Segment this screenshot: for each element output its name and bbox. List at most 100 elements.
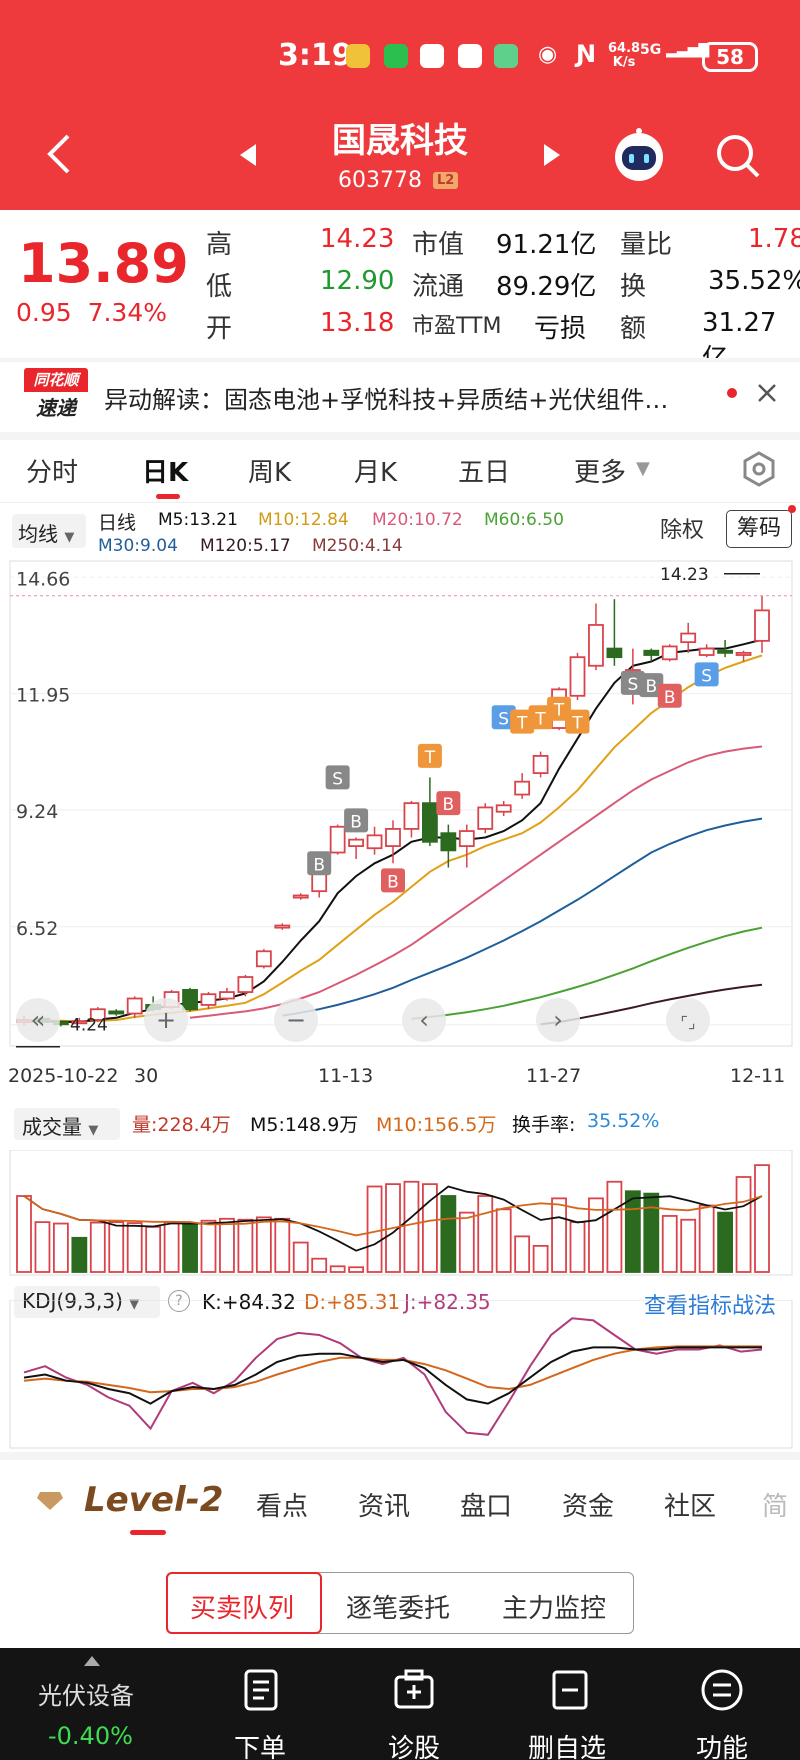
- tab-funds[interactable]: 资金: [562, 1492, 615, 1522]
- candle-body: [754, 609, 770, 642]
- help-icon[interactable]: ?: [168, 1290, 190, 1312]
- volume-bar: [237, 1218, 254, 1273]
- divider: [0, 1452, 800, 1460]
- tab-orderbook[interactable]: 盘口: [460, 1492, 513, 1522]
- back-icon[interactable]: [44, 132, 74, 176]
- nav-remove-watchlist[interactable]: 删自选: [528, 1734, 607, 1760]
- tab-more[interactable]: 更多: [574, 458, 627, 488]
- tab-daily-k[interactable]: 日K: [142, 458, 189, 488]
- segment-buy-sell-queue[interactable]: 买卖队列: [190, 1594, 295, 1624]
- volume-bar: [274, 1217, 291, 1273]
- candle-body: [126, 997, 143, 1015]
- volume-ma-lines: [23, 1185, 763, 1252]
- candle-body: [606, 647, 623, 659]
- kdj-chart[interactable]: [0, 1300, 800, 1450]
- tab-weekly-k[interactable]: 周K: [248, 458, 292, 488]
- ma20-value: M20:10.72: [372, 510, 463, 530]
- nav-diagnose[interactable]: 诊股: [388, 1734, 441, 1760]
- volume-bar: [477, 1195, 494, 1273]
- chevron-down-icon: ▼: [129, 1297, 140, 1312]
- segment-main-monitor[interactable]: 主力监控: [502, 1594, 607, 1624]
- chip-distribution-button[interactable]: 筹码: [726, 510, 792, 548]
- candle-body: [569, 656, 586, 697]
- date-label: 2025-10-22: [8, 1065, 119, 1087]
- ma30-value: M30:9.04: [98, 536, 178, 556]
- net-speed: 64.8 K/s: [608, 42, 640, 70]
- date-label: 11-13: [318, 1065, 374, 1087]
- indicator-strategy-link[interactable]: 查看指标战法: [644, 1294, 777, 1319]
- order-icon: [244, 1669, 278, 1711]
- low-label: 低: [206, 272, 233, 302]
- volume-ma5: M5:148.9万: [250, 1114, 359, 1136]
- y-tick-label: 14.66: [16, 568, 70, 590]
- volume-indicator-selector[interactable]: 成交量 ▼: [14, 1108, 120, 1140]
- nav-order[interactable]: 下单: [234, 1734, 287, 1760]
- tab-highlights[interactable]: 看点: [256, 1492, 309, 1522]
- ex-rights-toggle[interactable]: 除权: [660, 518, 705, 543]
- tab-community[interactable]: 社区: [664, 1492, 717, 1522]
- candle-body: [71, 1020, 88, 1025]
- menu-icon: [701, 1669, 743, 1711]
- signal-marker: [491, 705, 516, 730]
- tab-monthly-k[interactable]: 月K: [354, 458, 398, 488]
- volume-bars: [16, 1164, 770, 1273]
- segment-tick-orders[interactable]: 逐笔委托: [346, 1594, 451, 1624]
- nav-functions[interactable]: 功能: [696, 1734, 749, 1760]
- candle-body: [348, 838, 365, 847]
- candle-body: [89, 1008, 106, 1021]
- stock-name: 国晟科技: [332, 121, 468, 161]
- caret-up-icon: [84, 1656, 100, 1666]
- header-bar: [0, 0, 800, 210]
- volume-bar: [292, 1241, 309, 1273]
- y-tick-label: 9.24: [16, 801, 58, 823]
- prev-stock-icon[interactable]: [238, 142, 258, 168]
- candle-body: [366, 834, 383, 850]
- diagnose-icon: [394, 1669, 434, 1709]
- y-axis-labels: 14.66 11.95 9.24 6.52 4.24 14.23: [10, 565, 792, 1048]
- chart-control-icon: ›: [553, 1006, 563, 1034]
- next-stock-icon[interactable]: [542, 142, 562, 168]
- signal-marker: [381, 868, 405, 893]
- sector-change: -0.40%: [48, 1722, 133, 1750]
- settings-hex-icon[interactable]: [740, 450, 778, 488]
- news-text[interactable]: 异动解读：固态电池+孚悦科技+异质结+光伏组件…: [104, 386, 669, 414]
- signal-label: B: [350, 812, 362, 832]
- candle-body: [698, 647, 715, 656]
- tab-news[interactable]: 资讯: [358, 1492, 411, 1522]
- candle-body: [532, 755, 549, 774]
- signal-label: S: [627, 675, 638, 695]
- open-label: 开: [206, 314, 233, 344]
- kdj-selector[interactable]: KDJ(9,3,3) ▼: [14, 1286, 160, 1318]
- volume-bar: [421, 1183, 438, 1273]
- news-bar[interactable]: [0, 362, 800, 432]
- volume-chart[interactable]: [0, 1150, 800, 1280]
- tab-level2[interactable]: Level-2: [84, 1480, 224, 1520]
- candle-body: [182, 989, 198, 1011]
- amount-label: 额: [620, 314, 647, 344]
- turnover-rate-label: 换手率:: [512, 1114, 576, 1136]
- volume-bar: [366, 1185, 383, 1273]
- nfc-icon: Ɲ: [576, 40, 597, 68]
- weibo-icon: [346, 44, 370, 68]
- volume-bar: [661, 1215, 678, 1273]
- volume-bar: [569, 1221, 586, 1273]
- pe-label: 市盈TTM: [412, 314, 502, 339]
- robot-assistant-icon[interactable]: [610, 126, 668, 184]
- news-logo: 同花顺 速递: [24, 368, 88, 422]
- sector-name[interactable]: 光伏设备: [38, 1682, 134, 1710]
- date-label: 12-11: [730, 1065, 786, 1087]
- tab-five-day[interactable]: 五日: [458, 458, 511, 488]
- kdj-j-line: [23, 1317, 763, 1436]
- tab-intraday[interactable]: 分时: [26, 458, 79, 488]
- search-icon[interactable]: [714, 132, 762, 180]
- volume-bar: [588, 1197, 604, 1273]
- tab-brief[interactable]: 简: [762, 1492, 789, 1522]
- level2-badge: L2: [433, 172, 459, 189]
- signal-label: B: [664, 688, 676, 708]
- close-icon[interactable]: [756, 382, 778, 404]
- ma-selector[interactable]: 均线 ▼: [12, 514, 86, 548]
- news-logo-bottom: 速递: [36, 396, 76, 420]
- candle-body: [219, 991, 235, 1000]
